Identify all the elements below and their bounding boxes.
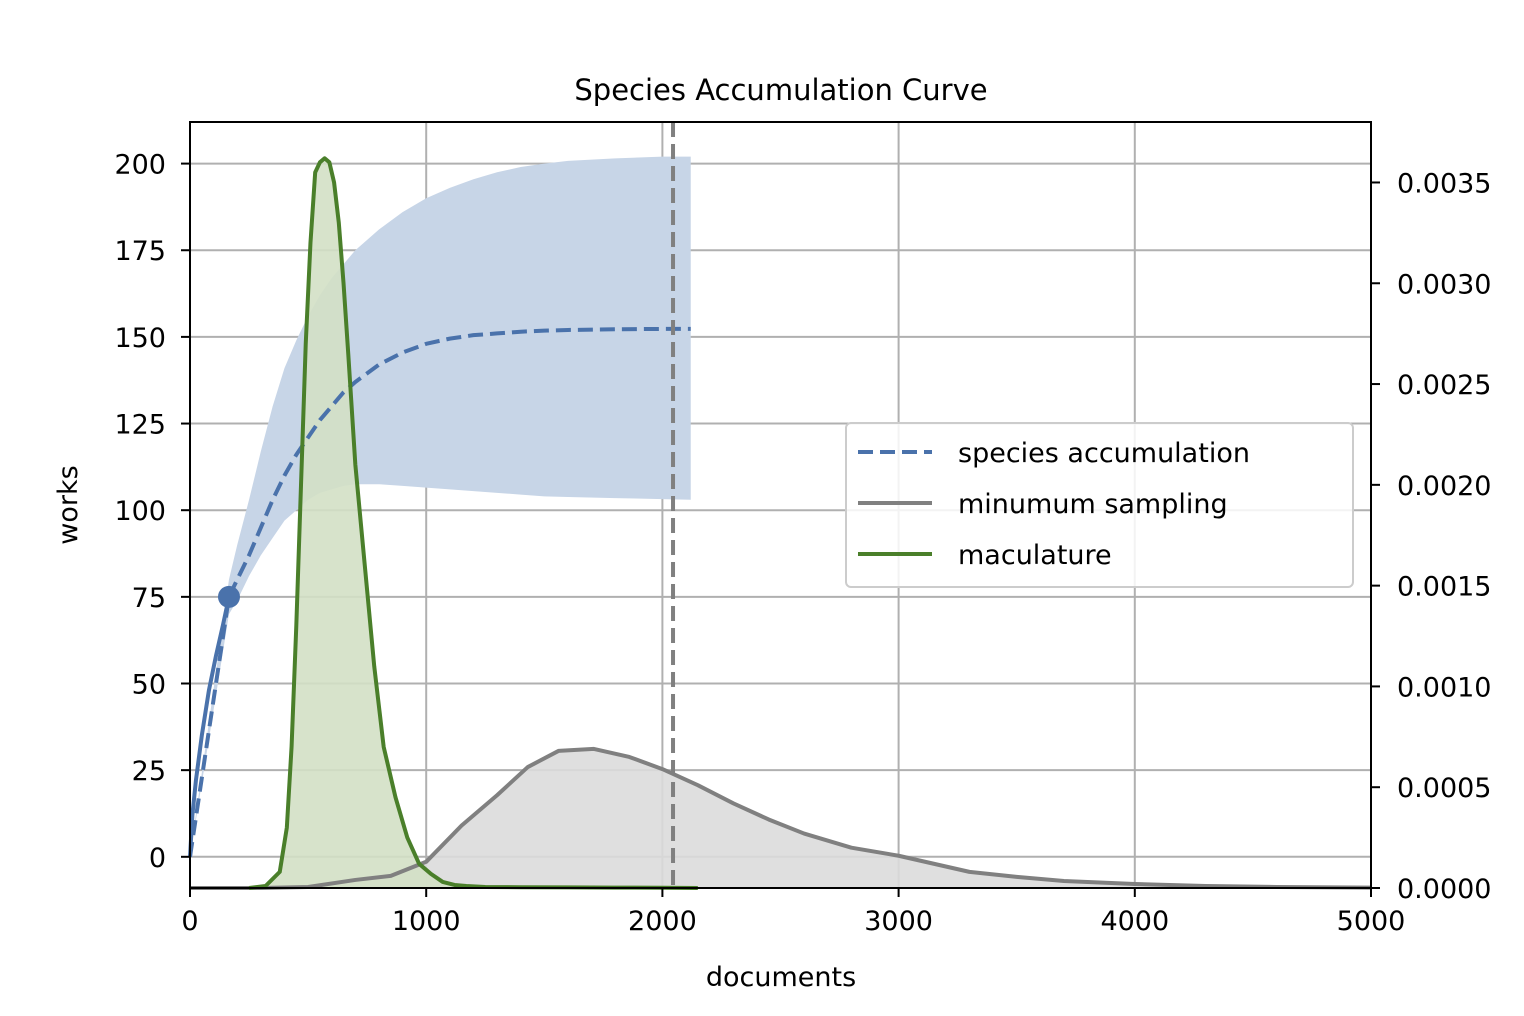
y2-tick-label: 0.0010 [1397,672,1491,703]
legend: species accumulation minumum sampling ma… [845,422,1354,588]
y-tick-label: 75 [132,583,166,614]
chart-title: Species Accumulation Curve [574,73,987,107]
y2-axis-ticks: 0.0000 0.0005 0.0010 0.0015 0.0020 0.0025 0.00… [1371,168,1491,905]
y-tick-label: 200 [114,150,166,181]
plot-frame [189,121,1372,889]
x-tick-label: 2000 [628,906,697,937]
y2-tick-label: 0.0000 [1397,874,1491,905]
minumum-sampling-area-fill [190,748,1371,888]
y-tick-label: 125 [114,410,166,441]
y2-tick-label: 0.0005 [1397,773,1491,804]
y-axis-ticks: 0 25 50 75 100 125 150 175 200 [114,150,190,874]
x-tick-label: 3000 [864,906,933,937]
y-axis-label: works [53,465,84,544]
x-tick-label: 1000 [392,906,461,937]
legend-label-species-accumulation: species accumulation [958,438,1250,469]
x-tick-label: 5000 [1337,906,1406,937]
legend-label-maculature: maculature [958,540,1112,571]
legend-box [845,422,1354,588]
species-accumulation-line [188,326,691,858]
x-tick-label: 4000 [1100,906,1169,937]
y-tick-label: 0 [149,843,166,874]
y-tick-label: 175 [114,236,166,267]
x-axis-ticks: 0 1000 2000 3000 4000 5000 [181,888,1405,937]
legend-label-minumum-sampling: minumum sampling [958,489,1228,520]
y-tick-label: 25 [132,756,166,787]
series-lines [188,156,1372,890]
species-accumulation-observed-line [188,596,231,857]
y2-tick-label: 0.0030 [1397,269,1491,300]
y2-tick-label: 0.0015 [1397,572,1491,603]
maculature-line [248,156,698,890]
y-tick-label: 100 [114,496,166,527]
y2-tick-label: 0.0020 [1397,471,1491,502]
x-tick-label: 0 [181,906,198,937]
y-tick-label: 50 [132,670,166,701]
y-tick-label: 150 [114,323,166,354]
y2-tick-label: 0.0025 [1397,370,1491,401]
annotations [217,122,676,888]
species-accumulation-confidence-band [190,156,691,857]
maculature-area-fill [249,158,698,889]
minumum-sampling-line [190,746,1372,890]
y2-tick-label: 0.0035 [1397,168,1491,199]
x-axis-label: documents [706,962,856,993]
accumulation-current-point [217,585,240,608]
